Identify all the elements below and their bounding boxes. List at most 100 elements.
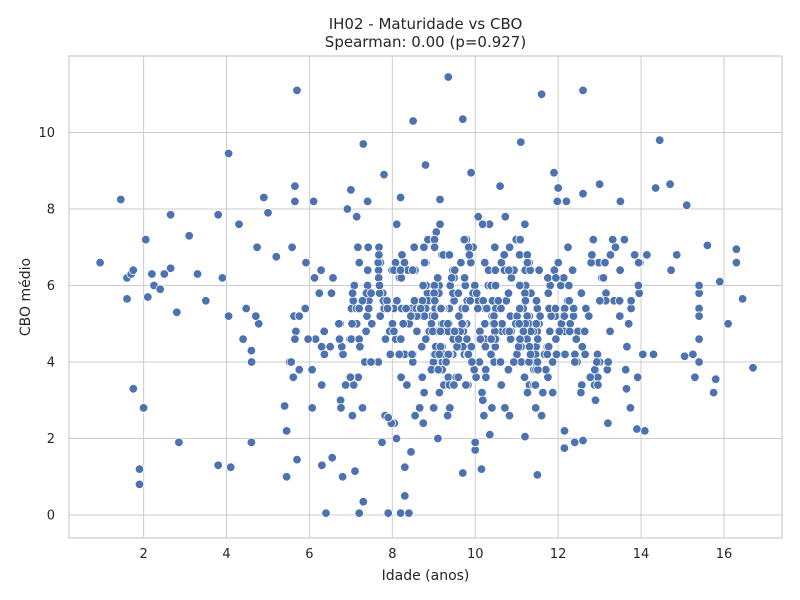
scatter-point [509, 357, 519, 367]
scatter-point [358, 497, 369, 507]
scatter-point [532, 470, 543, 480]
tick-labels: 2 4 6 8 10 12 14 16 0 2 4 6 8 10 [38, 126, 732, 562]
scatter-point [490, 242, 500, 253]
scatter-point [390, 257, 401, 268]
scatter-point [522, 387, 533, 398]
scatter-point [605, 250, 616, 260]
scatter-point [412, 326, 422, 337]
scatter-point [317, 380, 327, 390]
scatter-point [485, 430, 495, 440]
scatter-point [621, 365, 631, 375]
scatter-point [503, 288, 514, 298]
scatter-point [493, 296, 504, 306]
scatter-point [444, 250, 455, 260]
scatter-point [672, 250, 682, 260]
scatter-point [543, 273, 553, 283]
scatter-point [355, 342, 365, 352]
scatter-point [319, 349, 330, 360]
scatter-point [471, 372, 481, 383]
scatter-point [364, 303, 374, 314]
data-points [95, 72, 758, 518]
scatter-point [600, 257, 610, 268]
scatter-point [580, 349, 590, 360]
scatter-point [246, 345, 257, 356]
scatter-point [567, 265, 578, 275]
scatter-point [418, 280, 428, 291]
scatter-point [530, 380, 541, 390]
x-tick-label: 14 [633, 547, 650, 562]
scatter-point [524, 342, 535, 352]
scatter-point [460, 303, 471, 314]
scatter-point [533, 365, 543, 375]
scatter-point [352, 211, 362, 222]
scatter-point [731, 257, 742, 268]
scatter-point [490, 280, 501, 291]
scatter-point [159, 269, 170, 279]
scatter-point [453, 288, 464, 298]
scatter-point [408, 265, 418, 275]
scatter-point [615, 196, 626, 207]
scatter-point [290, 196, 300, 207]
y-tick-label: 8 [47, 203, 55, 218]
scatter-point [172, 307, 182, 318]
scatter-point [694, 280, 704, 291]
scatter-point [456, 257, 466, 268]
scatter-point [462, 334, 472, 344]
scatter-point [165, 263, 176, 274]
scatter-point [585, 372, 596, 383]
scatter-point [463, 349, 474, 360]
scatter-point [321, 508, 331, 518]
x-tick-label: 2 [139, 547, 147, 562]
scatter-point [300, 303, 311, 314]
scatter-point [580, 326, 590, 337]
scatter-point [559, 443, 570, 453]
scatter-point [570, 357, 580, 367]
scatter-point [504, 242, 515, 253]
scatter-point [737, 294, 748, 304]
scatter-point [246, 357, 257, 367]
scatter-point [354, 257, 365, 268]
y-tick-label: 6 [47, 279, 55, 294]
scatter-point [610, 242, 621, 253]
scatter-point [192, 269, 203, 279]
scatter-point [515, 303, 525, 314]
x-tick-label: 10 [467, 547, 484, 562]
scatter-point [362, 196, 373, 207]
scatter-point [496, 380, 507, 390]
scatter-point [688, 349, 698, 360]
scatter-point [731, 244, 742, 254]
scatter-point [590, 395, 601, 406]
scatter-point [708, 387, 719, 398]
scatter-point [598, 273, 609, 283]
scatter-point [319, 326, 329, 337]
scatter-point [518, 326, 529, 337]
scatter-point [584, 311, 594, 321]
scatter-point [334, 334, 345, 344]
scatter-point [469, 365, 479, 375]
scatter-point [307, 365, 317, 375]
scatter-point [590, 365, 600, 375]
scatter-point [476, 464, 487, 474]
scatter-point [406, 311, 416, 321]
scatter-point [307, 403, 317, 413]
scatter-point [453, 334, 464, 344]
scatter-point [473, 211, 483, 222]
scatter-point [399, 257, 410, 268]
scatter-point [442, 410, 453, 421]
scatter-point [417, 342, 427, 352]
scatter-point [482, 303, 492, 314]
scatter-point [624, 319, 634, 329]
scatter-point [550, 303, 561, 314]
scatter-point [578, 85, 588, 96]
scatter-point [271, 252, 282, 262]
scatter-point [638, 349, 648, 360]
scatter-point [147, 269, 157, 279]
scatter-point [241, 303, 251, 314]
scatter-point [459, 234, 470, 245]
scatter-point [396, 334, 406, 344]
y-tick-label: 4 [47, 356, 55, 371]
scatter-point [519, 372, 530, 383]
scatter-point [702, 240, 713, 251]
scatter-point [481, 372, 491, 383]
scatter-point [281, 426, 292, 436]
